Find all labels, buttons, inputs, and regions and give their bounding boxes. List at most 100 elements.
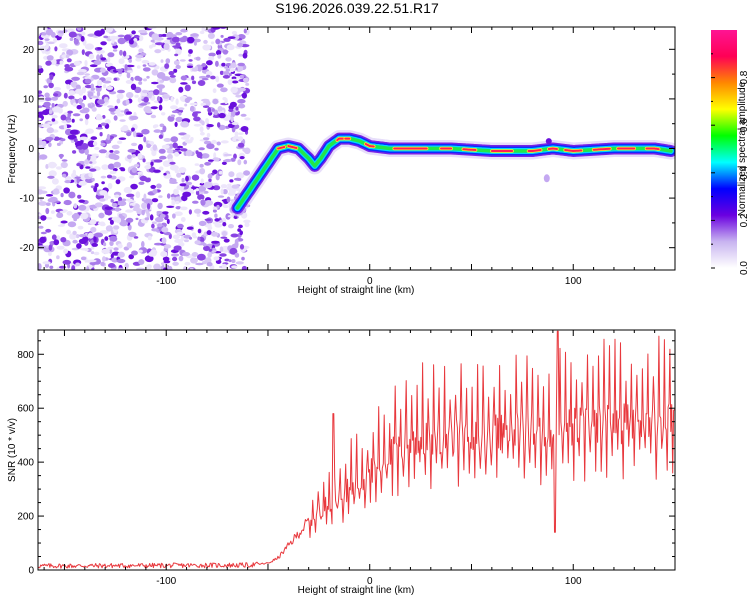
noise-speckle [174,211,183,216]
noise-speckle [120,110,125,113]
noise-speckle [105,119,111,125]
noise-speckle [195,188,199,192]
noise-speckle [141,59,150,64]
noise-speckle [203,181,213,189]
noise-speckle [219,253,227,257]
noise-speckle [53,93,59,97]
noise-speckle [155,37,164,41]
noise-speckle [45,28,54,36]
noise-speckle [84,60,88,67]
noise-speckle [206,230,212,236]
noise-speckle [68,90,76,96]
noise-speckle [86,266,90,270]
noise-speckle [57,107,63,114]
noise-speckle [50,58,57,66]
noise-speckle [93,251,100,256]
noise-speckle [215,60,219,67]
noise-speckle [106,174,113,179]
noise-speckle [151,221,157,224]
noise-speckle [91,242,98,247]
noise-speckle [109,170,117,175]
noise-speckle [137,77,143,82]
noise-speckle [227,36,236,39]
noise-speckle [38,117,42,121]
noise-speckle [225,68,231,72]
noise-speckle [191,252,199,257]
noise-speckle [46,127,54,134]
noise-speckle [38,263,42,270]
noise-speckle [141,202,148,210]
noise-speckle [144,177,151,183]
noise-speckle [231,259,236,263]
noise-speckle [154,49,162,54]
noise-speckle [228,224,234,229]
noise-speckle [240,113,247,117]
noise-speckle [113,225,120,230]
noise-speckle [227,214,236,218]
noise-speckle [107,52,115,58]
noise-speckle [65,176,72,182]
noise-speckle [188,49,193,54]
noise-speckle [44,263,50,268]
noise-speckle [198,75,207,79]
noise-speckle [230,110,236,118]
noise-speckle [208,159,214,162]
noise-speckle [38,40,44,46]
noise-speckle [214,213,218,218]
noise-speckle [131,167,138,173]
colorbar-tick-label: 0.8 [739,70,750,84]
noise-speckle [222,97,227,101]
noise-speckle [161,144,170,149]
noise-speckle [191,80,197,85]
noise-speckle [172,261,179,266]
noise-speckle [111,37,115,44]
noise-speckle [192,112,198,118]
noise-speckle [237,65,244,72]
spectral-ridge [228,130,675,217]
noise-speckle [188,59,193,62]
noise-speckle [200,131,205,136]
noise-speckle [221,62,226,67]
snr-y-tick-label: 600 [17,404,34,415]
noise-speckle [239,74,244,79]
noise-speckle [99,230,109,234]
noise-speckle [211,231,219,237]
ridge-artifact [545,138,552,145]
noise-speckle [220,140,229,144]
noise-speckle [138,181,145,185]
spectrogram-plot-area [38,27,675,270]
noise-speckle [59,60,64,65]
noise-speckle [200,178,204,184]
noise-speckle [144,165,152,170]
noise-speckle [127,148,137,153]
noise-speckle [101,181,105,185]
noise-speckle [178,112,182,116]
noise-speckle [226,44,235,51]
noise-speckle [197,194,205,201]
noise-speckle [67,221,77,228]
noise-speckle [163,260,171,264]
noise-speckle [172,213,176,219]
noise-speckle [143,78,147,82]
noise-speckle [68,191,76,199]
noise-speckle [216,83,224,88]
snr-frame [37,329,676,571]
noise-speckle [139,103,148,106]
noise-speckle [222,189,228,195]
noise-speckle [199,182,205,186]
noise-speckle [117,89,125,94]
noise-speckle [185,181,193,186]
noise-speckle [212,115,220,118]
noise-speckle [212,157,220,162]
noise-speckle [81,49,85,55]
noise-speckle [203,245,210,252]
noise-speckle [89,219,97,226]
noise-speckle [225,63,231,66]
noise-speckle [199,126,204,133]
noise-speckle [222,49,229,55]
noise-speckle [158,134,163,139]
noise-speckle [66,49,74,56]
noise-speckle [44,97,52,102]
noise-speckle [151,81,159,85]
noise-speckle [172,142,178,149]
